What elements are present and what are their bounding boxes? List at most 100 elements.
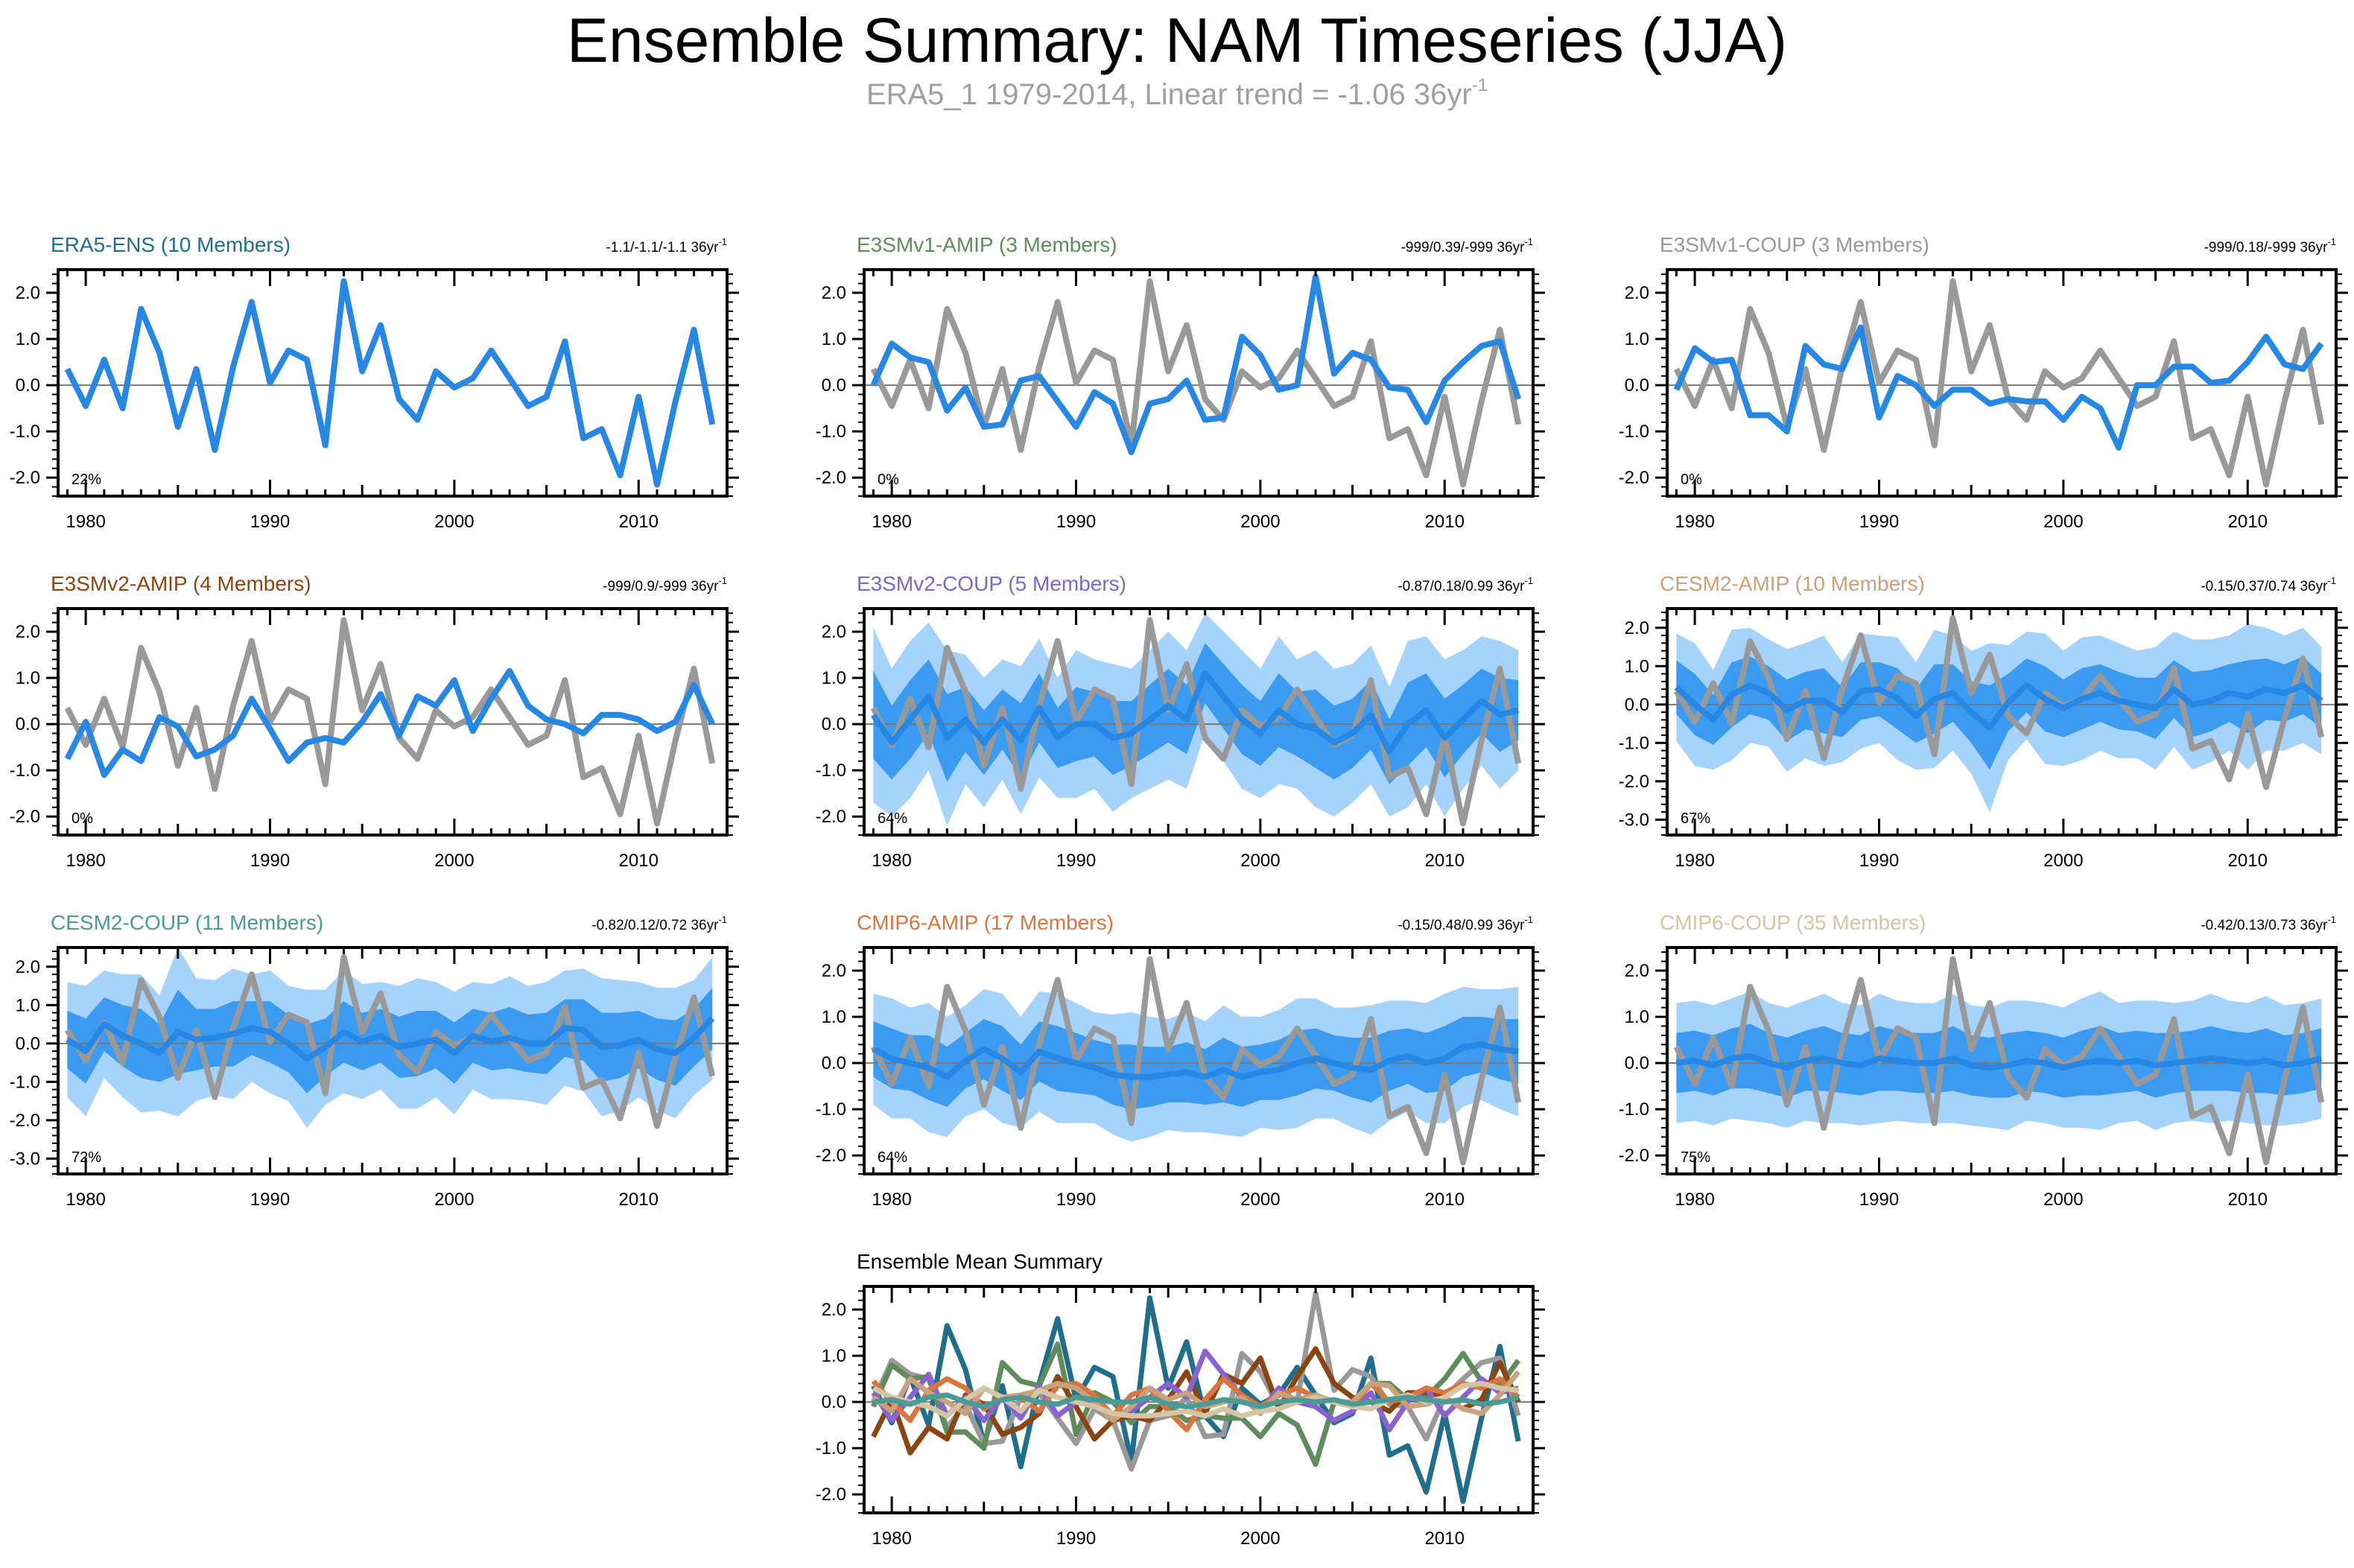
panel-10: Ensemble Mean Summary 1980 1990 2000 2010 2.0… bbox=[816, 1250, 1545, 1549]
x-tick-label: 2010 bbox=[1425, 1529, 1465, 1549]
ensemble-mean-line bbox=[1674, 682, 2323, 731]
obs-line bbox=[1673, 278, 2325, 488]
panel-frame bbox=[57, 268, 729, 498]
x-tick-label: 1990 bbox=[1859, 512, 1899, 532]
y-tick-label: -2.0 bbox=[816, 807, 846, 827]
y-tick-label: -1.0 bbox=[816, 1438, 846, 1459]
y-tick-label: 2.0 bbox=[16, 957, 40, 977]
x-tick-label: 2010 bbox=[619, 512, 659, 532]
y-tick-label: 1.0 bbox=[1625, 656, 1649, 676]
y-tick-label: -1.0 bbox=[816, 761, 846, 781]
y-tick-label: 2.0 bbox=[822, 622, 846, 642]
trend-value: -999/0.39/-999 36yr bbox=[1401, 240, 1526, 255]
y-tick-label: 1.0 bbox=[822, 1007, 846, 1027]
y-tick-label: 1.0 bbox=[16, 995, 40, 1015]
panel-title: CESM2-COUP (11 Members) bbox=[51, 911, 323, 934]
y-tick-label: 0.0 bbox=[1625, 1053, 1649, 1073]
panel-title: CESM2-AMIP (10 Members) bbox=[1660, 572, 1925, 595]
trend-value: -0.15/0.37/0.74 36yr bbox=[2201, 579, 2328, 594]
panel-2: E3SMv1-AMIP (3 Members) -999/0.39/-999 36… bbox=[816, 233, 1545, 532]
x-tick-label: 2000 bbox=[434, 512, 474, 532]
x-tick-label: 1980 bbox=[1675, 1190, 1714, 1210]
x-tick-label: 2010 bbox=[619, 1190, 659, 1210]
x-tick-label: 2000 bbox=[2043, 1190, 2083, 1210]
y-tick-label: -1.0 bbox=[816, 1099, 846, 1120]
y-tick-label: -2.0 bbox=[10, 468, 40, 488]
x-tick-label: 1990 bbox=[1056, 851, 1096, 871]
obs-line bbox=[64, 953, 716, 1129]
summary-line-9 bbox=[872, 1392, 1520, 1409]
y-tick-label: 0.0 bbox=[822, 714, 846, 734]
y-tick-label: -3.0 bbox=[10, 1149, 40, 1169]
x-tick-label: 2000 bbox=[1240, 1190, 1280, 1210]
obs-line bbox=[870, 956, 1522, 1166]
x-tick-label: 1980 bbox=[66, 512, 105, 532]
figure-subtitle: ERA5_1 1979-2014, Linear trend = -1.06 3… bbox=[0, 76, 2354, 113]
panel-1: ERA5-ENS (10 Members) -1.1/-1.1/-1.1 36yr… bbox=[10, 233, 739, 532]
panel-percentage: 64% bbox=[878, 810, 907, 827]
x-tick-label: 1990 bbox=[1056, 1529, 1096, 1549]
x-tick-label: 2010 bbox=[2228, 851, 2268, 871]
panel-title: E3SMv2-AMIP (4 Members) bbox=[51, 572, 311, 595]
x-tick-label: 1980 bbox=[872, 1529, 911, 1549]
y-tick-label: 0.0 bbox=[822, 1392, 846, 1412]
ensemble-mean-line bbox=[64, 667, 715, 778]
panel-trend: -999/0.9/-999 36yr-1 bbox=[603, 575, 727, 594]
y-tick-label: 0.0 bbox=[822, 375, 846, 396]
plot-area bbox=[1667, 615, 2336, 813]
panel-9: CMIP6-COUP (35 Members) -0.42/0.13/0.73 3… bbox=[1619, 911, 2348, 1210]
y-tick-label: 0.0 bbox=[16, 375, 40, 396]
spread-band-inner bbox=[1676, 1023, 2322, 1098]
y-tick-label: 1.0 bbox=[16, 668, 40, 688]
trend-exponent: -1 bbox=[1524, 914, 1533, 925]
panel-percentage: 64% bbox=[878, 1149, 907, 1166]
ensemble-mean-line bbox=[66, 1016, 715, 1062]
panel-title: CMIP6-COUP (35 Members) bbox=[1660, 911, 1926, 934]
panel-percentage: 67% bbox=[1681, 810, 1710, 827]
x-tick-label: 1990 bbox=[1056, 512, 1096, 532]
x-tick-label: 2010 bbox=[1425, 512, 1465, 532]
plot-area bbox=[864, 613, 1533, 827]
trend-value: -0.42/0.13/0.73 36yr bbox=[2201, 918, 2328, 933]
x-tick-label: 1990 bbox=[250, 851, 290, 871]
panel-percentage: 0% bbox=[1681, 472, 1702, 488]
y-tick-label: 2.0 bbox=[822, 283, 846, 303]
y-tick-label: 2.0 bbox=[1625, 283, 1649, 303]
panel-title: E3SMv1-AMIP (3 Members) bbox=[857, 233, 1117, 256]
panel-trend: -999/0.39/-999 36yr-1 bbox=[1401, 236, 1533, 255]
ensemble-mean-line bbox=[1673, 324, 2324, 451]
x-tick-label: 1990 bbox=[1859, 851, 1899, 871]
panel-frame bbox=[1666, 268, 2338, 498]
x-tick-label: 2000 bbox=[2043, 512, 2083, 532]
trend-exponent: -1 bbox=[718, 575, 727, 586]
trend-exponent: -1 bbox=[2327, 575, 2336, 586]
panel-frame bbox=[863, 1285, 1535, 1514]
x-tick-label: 2010 bbox=[2228, 1190, 2268, 1210]
subtitle-exponent: -1 bbox=[1471, 75, 1488, 95]
x-tick-label: 2000 bbox=[1240, 851, 1280, 871]
ensemble-mean-line bbox=[870, 273, 1522, 456]
plot-area bbox=[864, 273, 1533, 488]
trend-exponent: -1 bbox=[2327, 236, 2336, 247]
panel-trend: -0.15/0.48/0.99 36yr-1 bbox=[1398, 914, 1533, 933]
x-tick-label: 1980 bbox=[66, 851, 105, 871]
panel-title: CMIP6-AMIP (17 Members) bbox=[857, 911, 1114, 934]
x-tick-label: 1980 bbox=[872, 851, 911, 871]
x-tick-label: 2010 bbox=[619, 851, 659, 871]
panel-percentage: 22% bbox=[72, 472, 101, 488]
y-tick-label: 0.0 bbox=[822, 1053, 846, 1073]
x-tick-label: 2000 bbox=[1240, 1529, 1280, 1549]
panel-trend: -1.1/-1.1/-1.1 36yr-1 bbox=[606, 236, 727, 255]
y-tick-label: -2.0 bbox=[1619, 1146, 1649, 1166]
subtitle-text: ERA5_1 1979-2014, Linear trend = -1.06 3… bbox=[866, 78, 1472, 111]
y-tick-label: 0.0 bbox=[16, 714, 40, 734]
y-tick-label: -1.0 bbox=[1619, 1099, 1649, 1120]
y-tick-label: 2.0 bbox=[1625, 961, 1649, 981]
y-tick-label: 1.0 bbox=[16, 329, 40, 349]
y-tick-label: 1.0 bbox=[822, 668, 846, 688]
obs-line bbox=[1673, 615, 2325, 790]
panel-title: E3SMv2-COUP (5 Members) bbox=[857, 572, 1126, 595]
ensemble-mean-line bbox=[1675, 1053, 2323, 1071]
trend-exponent: -1 bbox=[2327, 914, 2336, 925]
